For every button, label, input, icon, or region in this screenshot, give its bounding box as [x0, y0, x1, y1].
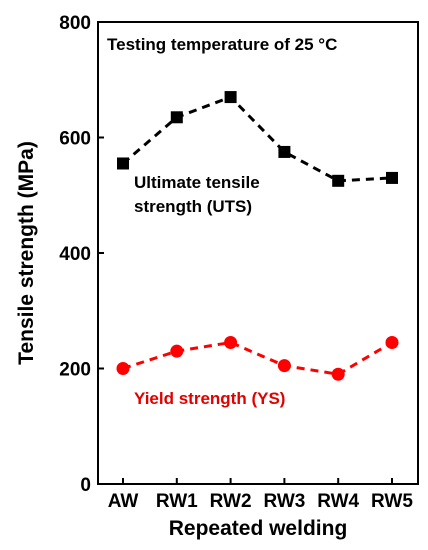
y-axis-title: Tensile strength (MPa) — [15, 141, 38, 365]
x-axis-ticks: AW RW1 RW2 RW3 RW4 RW5 — [108, 478, 413, 512]
data-point-ys — [224, 336, 238, 350]
series-line-uts — [122, 95, 393, 183]
y-tick-label: 400 — [59, 244, 91, 265]
data-point-uts — [170, 111, 183, 124]
x-tick-label: RW3 — [263, 491, 305, 512]
x-tick-label: RW2 — [210, 491, 252, 512]
y-tick-label: 200 — [59, 360, 91, 381]
annotation-uts-line1: Ultimate tensile — [134, 173, 260, 192]
y-tick-label: 0 — [80, 475, 91, 496]
x-tick-label: RW5 — [371, 491, 413, 512]
data-point-uts — [278, 145, 291, 158]
data-point-uts — [386, 171, 398, 184]
x-tick-label: RW1 — [156, 491, 198, 512]
y-axis-ticks: 0 200 400 600 800 — [59, 13, 104, 496]
x-tick-label: RW4 — [317, 491, 359, 512]
series-line-ys — [122, 340, 393, 376]
data-point-ys — [385, 336, 399, 350]
y-tick-label: 600 — [59, 129, 91, 150]
y-tick-label: 800 — [59, 13, 91, 34]
annotation-test-condition: Testing temperature of 25 °C — [107, 35, 337, 54]
data-point-ys — [331, 367, 345, 381]
annotation-ys: Yield strength (YS) — [134, 389, 285, 408]
data-point-uts — [224, 91, 237, 104]
annotation-uts-line2: strength (UTS) — [134, 197, 252, 216]
x-tick-label: AW — [108, 491, 139, 512]
data-point-uts — [117, 157, 129, 170]
data-point-ys — [170, 344, 184, 358]
data-point-ys — [277, 359, 291, 373]
data-point-uts — [332, 174, 345, 187]
x-axis-title: Repeated welding — [169, 517, 348, 540]
plot-frame — [97, 21, 419, 485]
data-point-ys — [116, 362, 130, 375]
series-layer — [116, 91, 399, 381]
